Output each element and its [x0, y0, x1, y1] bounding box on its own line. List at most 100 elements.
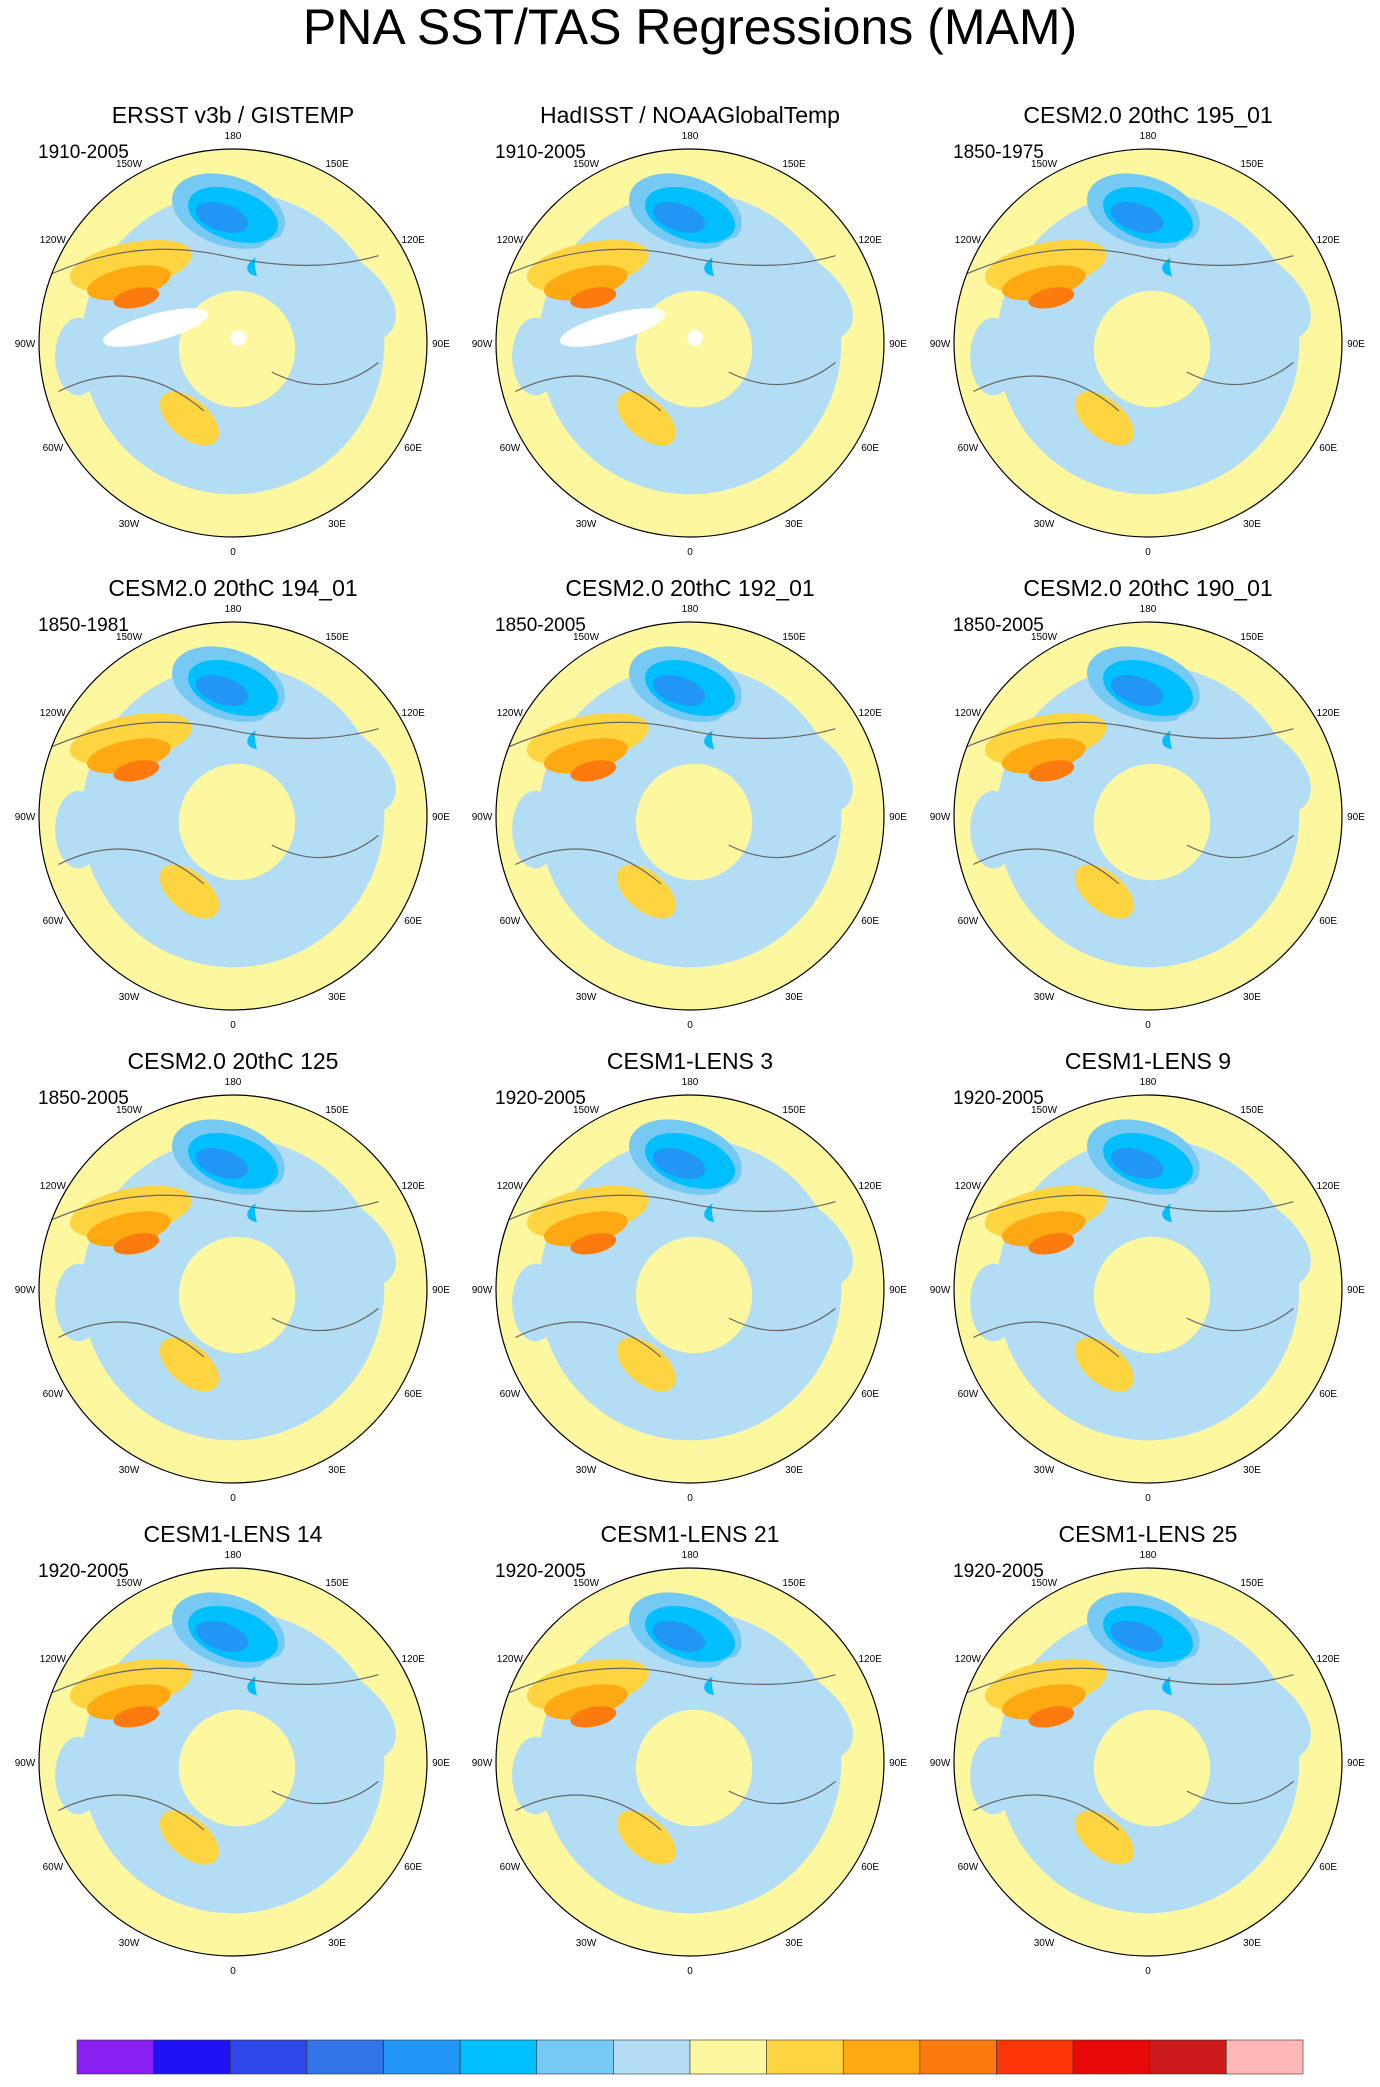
- colorbar-swatch: [1226, 2039, 1304, 2075]
- longitude-label: 180: [225, 1550, 242, 1561]
- coastline: [58, 1321, 205, 1358]
- anomaly-contour: [1028, 760, 1075, 782]
- coastline: [505, 1667, 836, 1695]
- longitude-label: 150E: [1240, 632, 1264, 643]
- coastline: [728, 1780, 836, 1805]
- longitude-label: 30W: [119, 1938, 140, 1949]
- map-panel: CESM1-LENS 14 1920-2005 180 150E 120E 90E 60E 3…: [15, 1521, 451, 1977]
- map-panel: HadISST / NOAAGlobalTemp 1910-2005 180 150E…: [472, 102, 908, 558]
- coastline: [973, 1321, 1120, 1358]
- colorbar-label: 0.6: [1125, 2083, 1175, 2087]
- coastline: [963, 248, 1294, 276]
- missing-data: [102, 308, 208, 347]
- anomaly-contour: [159, 1337, 219, 1392]
- map-outline: [495, 1094, 885, 1484]
- longitude-label: 120E: [1316, 1181, 1340, 1192]
- longitude-label: 30E: [328, 519, 346, 530]
- anomaly-contour: [652, 1620, 706, 1652]
- map-field: [496, 149, 884, 537]
- anomaly-contour: [113, 287, 160, 309]
- longitude-label: 30E: [1243, 1465, 1261, 1476]
- anomaly-contour: [570, 1233, 617, 1255]
- longitude-label: 90W: [472, 339, 493, 350]
- anomaly-contour: [55, 317, 102, 396]
- longitude-label: 120W: [955, 1654, 982, 1665]
- anomaly-contour: [512, 790, 559, 869]
- anomaly-contour: [297, 775, 375, 912]
- longitude-label: 120W: [40, 1654, 67, 1665]
- longitude-label: 30E: [328, 1938, 346, 1949]
- longitude-label: 150W: [573, 159, 600, 170]
- longitude-label: 90E: [432, 812, 450, 823]
- panel-title: CESM2.0 20thC 192_01: [565, 575, 814, 601]
- anomaly-contour: [616, 864, 676, 919]
- coastline: [505, 1194, 836, 1222]
- longitude-label: 180: [225, 604, 242, 615]
- panel-title: CESM2.0 20thC 190_01: [1023, 575, 1272, 601]
- colorbar-swatch: [919, 2039, 997, 2075]
- longitude-label: 90E: [432, 339, 450, 350]
- anomaly-contour: [254, 1182, 396, 1290]
- coastline: [515, 1321, 662, 1358]
- longitude-label: 120W: [497, 1654, 524, 1665]
- colorbar-swatch: [229, 2039, 308, 2075]
- longitude-label: 60E: [1319, 1862, 1337, 1873]
- anomaly-contour: [754, 1721, 832, 1858]
- map-panel: CESM2.0 20thC 190_01 1850-2005 180 150E 120E…: [930, 575, 1366, 1031]
- longitude-label: 150W: [116, 159, 143, 170]
- longitude-label: 150W: [573, 1105, 600, 1116]
- map-panel: CESM2.0 20thC 194_01 1850-1981 180 150E 120E…: [15, 575, 451, 1031]
- longitude-label: 30W: [1034, 519, 1055, 530]
- longitude-label: 30W: [576, 519, 597, 530]
- map-panel: CESM2.0 20thC 192_01 1850-2005 180 150E 120E…: [472, 575, 908, 1031]
- anomaly-contour: [570, 760, 617, 782]
- longitude-label: 150W: [1031, 159, 1058, 170]
- coastline: [728, 361, 836, 386]
- coastline: [271, 361, 379, 386]
- coastline: [1186, 1307, 1294, 1332]
- coastline: [58, 848, 205, 885]
- longitude-label: 90W: [15, 812, 36, 823]
- longitude-label: 90E: [889, 1285, 907, 1296]
- anomaly-contour: [297, 1721, 375, 1858]
- colorbar-swatch: [1072, 2039, 1151, 2075]
- map-outline: [495, 148, 885, 538]
- longitude-label: 60E: [404, 916, 422, 927]
- map-panel: CESM1-LENS 3 1920-2005 180 150E 120E 90E 60E 30…: [472, 1048, 908, 1504]
- missing-data: [559, 308, 665, 347]
- longitude-label: 120W: [497, 235, 524, 246]
- map-outline: [495, 621, 885, 1011]
- anomaly-contour: [970, 317, 1017, 396]
- longitude-label: 0: [230, 1493, 236, 1504]
- longitude-label: 120E: [858, 235, 882, 246]
- colorbar-swatch: [306, 2039, 384, 2075]
- map-panel: CESM1-LENS 9 1920-2005 180 150E 120E 90E 60E 30…: [930, 1048, 1366, 1504]
- map-outline: [953, 1567, 1343, 1957]
- anomaly-contour: [711, 709, 853, 817]
- coastline: [973, 1794, 1120, 1831]
- longitude-label: 0: [1145, 547, 1151, 558]
- coastline: [48, 721, 379, 749]
- longitude-label: 120W: [40, 235, 67, 246]
- arctic-anomaly: [635, 763, 753, 881]
- panel-period: 1920-2005: [953, 1088, 1044, 1109]
- figure-title: PNA SST/TAS Regressions (MAM): [303, 0, 1077, 55]
- map-panel: CESM2.0 20thC 195_01 1850-1975 180 150E 120E…: [930, 102, 1366, 558]
- longitude-label: 150E: [325, 1105, 349, 1116]
- anomaly-contour: [159, 391, 219, 446]
- longitude-label: 90W: [15, 1758, 36, 1769]
- anomaly-contour: [254, 1655, 396, 1763]
- coastline: [505, 721, 836, 749]
- map-field: [954, 622, 1342, 1010]
- longitude-label: 180: [1140, 604, 1157, 615]
- anomaly-contour: [1169, 1655, 1311, 1763]
- colorbar-label: -0.2: [506, 2083, 568, 2087]
- longitude-label: 30E: [328, 992, 346, 1003]
- longitude-label: 120E: [401, 708, 425, 719]
- anomaly-contour: [711, 1182, 853, 1290]
- map-field: [954, 1095, 1342, 1483]
- arctic-anomaly: [178, 763, 296, 881]
- anomaly-contour: [1169, 236, 1311, 344]
- longitude-label: 150W: [116, 632, 143, 643]
- longitude-label: 180: [225, 1077, 242, 1088]
